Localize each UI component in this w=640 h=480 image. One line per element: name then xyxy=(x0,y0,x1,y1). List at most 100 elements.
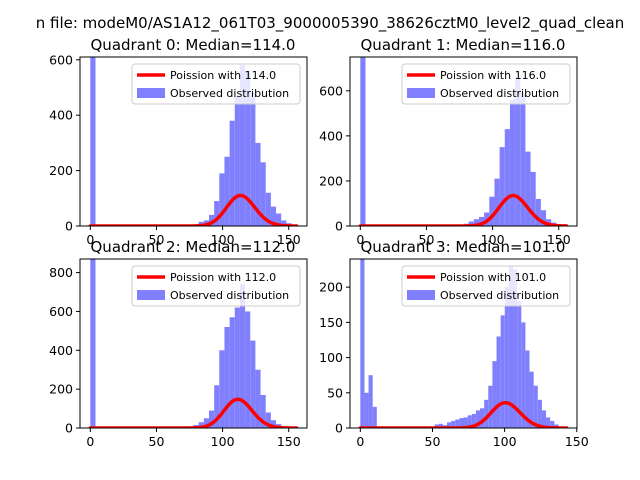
histogram-bar xyxy=(496,336,501,428)
legend-label-observed: Observed distribution xyxy=(170,289,289,302)
histogram-bar xyxy=(214,385,220,428)
y-tick-label: 600 xyxy=(49,304,73,319)
histogram-bar xyxy=(239,284,246,428)
histogram-bar xyxy=(540,210,547,226)
x-tick-label: 0 xyxy=(356,232,364,247)
legend-box xyxy=(401,63,571,105)
histogram-bar xyxy=(468,221,474,226)
legend-label-observed: Observed distribution xyxy=(440,87,559,100)
histogram-bar xyxy=(265,192,271,226)
plot-contents-quadrant-3 xyxy=(358,259,569,428)
plot-area-quadrant-0: 0 50 100 150 0 200 400 600 Poission with 114.0 Ob… xyxy=(49,52,308,247)
legend-quadrant-2: Poission with 112.0 Observed distribution xyxy=(131,265,301,307)
histogram-bar xyxy=(550,420,555,428)
histogram-bar xyxy=(504,287,509,428)
legend-label-poisson: Poission with 114.0 xyxy=(170,69,276,82)
subplot-quadrant-3: 0 50 100 150 0 50 100 150 200 Poission with 101.0… xyxy=(319,238,589,449)
y-tick-label: 0 xyxy=(335,219,343,234)
y-tick-label: 600 xyxy=(319,83,343,98)
histogram-bar xyxy=(513,269,518,428)
histogram-bar xyxy=(489,196,495,226)
histogram-bar xyxy=(276,213,282,226)
legend-bar-swatch xyxy=(407,290,435,300)
histogram-bar xyxy=(459,418,464,428)
histogram-bar xyxy=(451,420,456,428)
histogram-bar xyxy=(434,424,439,428)
y-tick-label: 50 xyxy=(327,385,343,400)
legend-label-observed: Observed distribution xyxy=(170,87,289,100)
y-tick-label: 150 xyxy=(319,315,343,330)
histogram-bar xyxy=(255,369,261,428)
histogram-bar xyxy=(219,173,225,226)
subplot-quadrant-0: 0 50 100 150 0 200 400 600 Poission with 114.0 Ob… xyxy=(49,36,308,247)
histogram-bar xyxy=(234,307,240,428)
histogram-bar xyxy=(473,219,479,226)
histogram-bar xyxy=(535,198,541,226)
axes-frame xyxy=(79,56,308,227)
histogram-bar xyxy=(265,412,271,428)
histogram-bar xyxy=(229,317,235,428)
histogram-bar xyxy=(530,171,536,226)
histogram-bar xyxy=(245,70,251,226)
x-tick-label: 50 xyxy=(419,232,435,247)
y-tick-label: 200 xyxy=(49,382,73,397)
histogram-bar xyxy=(488,385,493,428)
plot-area-quadrant-3: 0 50 100 150 0 50 100 150 200 Poission with 101.0… xyxy=(319,258,589,449)
histogram-bar xyxy=(492,361,497,428)
y-tick-label: 200 xyxy=(319,173,343,188)
histogram-bar xyxy=(90,57,96,226)
subplot-quadrant-2: 0 50 100 150 0 200 400 600 800 Poission with 112.… xyxy=(49,238,308,449)
histogram-bar xyxy=(224,326,230,428)
legend-label-observed: Observed distribution xyxy=(440,289,559,302)
histogram-bar xyxy=(504,129,510,226)
x-tick-label: 0 xyxy=(86,434,94,449)
axes-frame xyxy=(79,258,308,429)
legend-quadrant-3: Poission with 101.0 Observed distribution xyxy=(401,265,571,307)
x-tick-label: 100 xyxy=(211,232,235,247)
histogram-bar xyxy=(372,406,377,428)
subplot-quadrant-1: 0 50 100 150 0 200 400 600 Poission with 116.0 Ob… xyxy=(319,36,578,247)
legend-label-poisson: Poission with 116.0 xyxy=(440,69,546,82)
y-tick-label: 400 xyxy=(319,128,343,143)
y-tick-label: 200 xyxy=(49,163,73,178)
legend-box xyxy=(131,265,301,307)
x-tick-label: 50 xyxy=(425,434,441,449)
subplot-title-quadrant-2: Quadrant 2: Median=112.0 xyxy=(91,238,296,256)
x-tick-label: 150 xyxy=(277,232,301,247)
histogram-bar xyxy=(446,422,452,428)
plot-area-quadrant-1: 0 50 100 150 0 200 400 600 Poission with 116.0 Ob… xyxy=(319,56,578,247)
histogram-bar xyxy=(515,77,521,226)
x-tick-label: 100 xyxy=(493,434,517,449)
histogram-bar xyxy=(541,410,547,428)
y-tick-label: 0 xyxy=(65,421,73,436)
histogram-bar xyxy=(229,120,235,226)
histogram-bar xyxy=(270,420,277,428)
axes-frame xyxy=(349,56,578,227)
histogram-bar xyxy=(245,311,251,428)
histogram-bar xyxy=(270,206,277,226)
histogram-bar xyxy=(234,95,240,226)
x-tick-label: 100 xyxy=(481,232,505,247)
legend-quadrant-1: Poission with 116.0 Observed distribution xyxy=(401,63,571,105)
histogram-bar xyxy=(260,162,266,226)
histogram-bar xyxy=(463,417,468,428)
histogram-bar xyxy=(478,216,485,226)
x-tick-label: 0 xyxy=(356,434,364,449)
histogram-bar xyxy=(224,156,230,226)
histogram-bar xyxy=(364,392,369,428)
histogram-bar xyxy=(219,350,225,428)
y-tick-label: 600 xyxy=(49,52,73,67)
histogram-bar xyxy=(260,394,266,428)
subplot-title-quadrant-1: Quadrant 1: Median=116.0 xyxy=(361,36,566,54)
subplot-title-quadrant-3: Quadrant 3: Median=101.0 xyxy=(361,238,566,256)
plot-contents-quadrant-0 xyxy=(88,57,299,226)
legend-box xyxy=(401,265,571,307)
x-tick-label: 50 xyxy=(149,232,165,247)
histogram-bar xyxy=(537,399,542,428)
histogram-bar xyxy=(438,423,443,428)
legend-bar-swatch xyxy=(137,290,165,300)
histogram-bar xyxy=(494,178,500,226)
x-tick-label: 150 xyxy=(547,232,571,247)
histogram-bar xyxy=(467,415,472,428)
